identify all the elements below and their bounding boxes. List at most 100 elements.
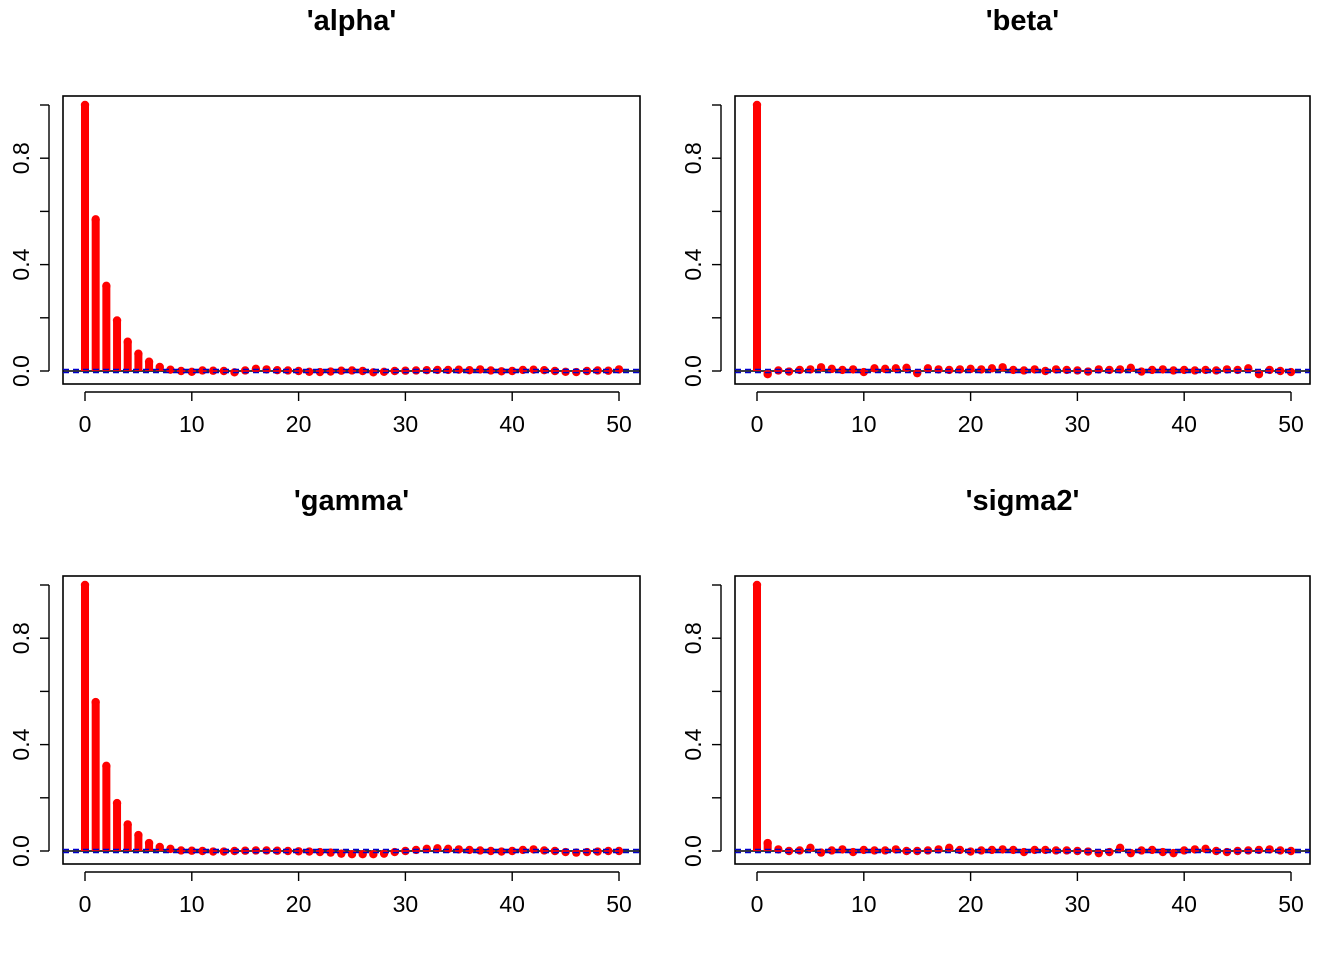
x-tick-label: 40 — [1171, 891, 1197, 917]
y-tick-label: 0.4 — [680, 248, 706, 280]
acf-point — [1051, 846, 1061, 855]
acf-point — [91, 697, 100, 707]
acf-point — [816, 848, 826, 857]
acf-point — [241, 846, 250, 855]
x-tick-label: 0 — [751, 411, 764, 437]
x-tick-label: 40 — [499, 891, 525, 917]
acf-point — [806, 843, 815, 853]
x-tick-label: 30 — [1065, 411, 1091, 437]
acf-point — [550, 846, 560, 856]
acf-point — [390, 366, 399, 376]
acf-point — [1233, 846, 1242, 856]
acf-point — [752, 100, 762, 110]
acf-panel-sigma2: 'sigma2' 0 10 20 30 40 50 0.0 0.4 0.8 — [680, 485, 1311, 917]
acf-point — [497, 847, 506, 856]
y-tick-label: 0.4 — [8, 248, 34, 280]
acf-point — [1180, 846, 1189, 855]
acf-point — [550, 366, 560, 376]
acf-point — [326, 367, 335, 376]
acf-point — [123, 337, 132, 346]
acf-point — [784, 846, 794, 856]
y-tick-label: 0.0 — [680, 835, 706, 867]
x-tick-label: 0 — [79, 411, 92, 437]
acf-point — [198, 846, 207, 856]
acf-point — [848, 365, 858, 374]
y-tick-label: 0.4 — [680, 728, 706, 760]
acf-point — [208, 366, 218, 375]
acf-point — [763, 369, 772, 379]
acf-point — [166, 365, 175, 374]
acf-point — [1062, 846, 1071, 855]
acf-point — [1254, 369, 1264, 379]
acf-point — [219, 366, 229, 376]
acf-point — [411, 366, 421, 375]
y-tick-label: 0.0 — [8, 355, 34, 387]
acf-point — [1115, 843, 1125, 853]
acf-point — [966, 847, 975, 856]
panel-title: 'alpha' — [307, 5, 397, 37]
acf-point — [987, 364, 997, 373]
acf-point — [401, 366, 410, 375]
acf-panel-beta: 'beta' 0 10 20 30 40 50 0.0 0.4 0.8 — [680, 5, 1311, 437]
x-tick-label: 50 — [606, 891, 632, 917]
acf-point — [1190, 845, 1200, 854]
acf-point — [347, 849, 357, 859]
acf-point — [475, 846, 485, 855]
acf-point — [379, 849, 389, 858]
acf-point — [475, 365, 485, 374]
acf-point — [176, 366, 186, 376]
acf-point — [1030, 365, 1039, 374]
acf-point — [433, 844, 442, 853]
acf-point — [593, 366, 602, 375]
x-tick-label: 20 — [958, 891, 984, 917]
acf-point — [112, 798, 122, 808]
acf-point — [902, 846, 911, 856]
acf-point — [1137, 846, 1146, 855]
acf-point — [102, 761, 111, 771]
acf-point — [144, 838, 154, 848]
acf-point — [752, 580, 762, 590]
acf-point — [262, 846, 271, 855]
x-tick-label: 30 — [393, 411, 419, 437]
x-tick-label: 10 — [851, 891, 877, 917]
acf-point — [1083, 367, 1093, 376]
acf-point — [241, 366, 250, 375]
acf-point — [870, 364, 879, 373]
acf-point — [358, 849, 367, 859]
acf-point — [273, 846, 282, 855]
acf-point — [891, 364, 901, 373]
acf-point — [187, 846, 196, 855]
acf-point — [880, 846, 890, 855]
acf-point — [347, 366, 357, 375]
acf-point — [1041, 366, 1050, 376]
acf-point — [80, 100, 90, 110]
acf-point — [1126, 363, 1136, 373]
x-tick-label: 0 — [79, 891, 92, 917]
acf-point — [838, 845, 847, 854]
acf-panel-alpha: 'alpha' 0 10 20 30 40 50 0.0 0.4 0.8 — [8, 5, 641, 437]
acf-point — [614, 846, 624, 856]
panel-title: 'gamma' — [294, 485, 409, 517]
x-tick-label: 20 — [286, 411, 312, 437]
x-tick-label: 50 — [1278, 411, 1304, 437]
x-tick-label: 40 — [1171, 411, 1197, 437]
acf-point — [176, 846, 186, 855]
y-tick-label: 0.0 — [8, 835, 34, 867]
acf-point — [326, 848, 335, 857]
x-tick-label: 40 — [499, 411, 525, 437]
x-tick-label: 20 — [958, 411, 984, 437]
acf-point — [486, 366, 496, 375]
acf-point — [1019, 366, 1029, 375]
acf-point — [198, 366, 207, 375]
acf-point — [604, 846, 613, 856]
acf-point — [998, 845, 1007, 854]
acf-point — [508, 846, 517, 856]
acf-point — [1083, 847, 1093, 856]
acf-point — [902, 363, 911, 373]
y-tick-label: 0.8 — [680, 142, 706, 174]
acf-point — [827, 846, 836, 855]
acf-point — [112, 316, 122, 325]
acf-point — [123, 820, 132, 829]
acf-point — [1244, 364, 1253, 373]
